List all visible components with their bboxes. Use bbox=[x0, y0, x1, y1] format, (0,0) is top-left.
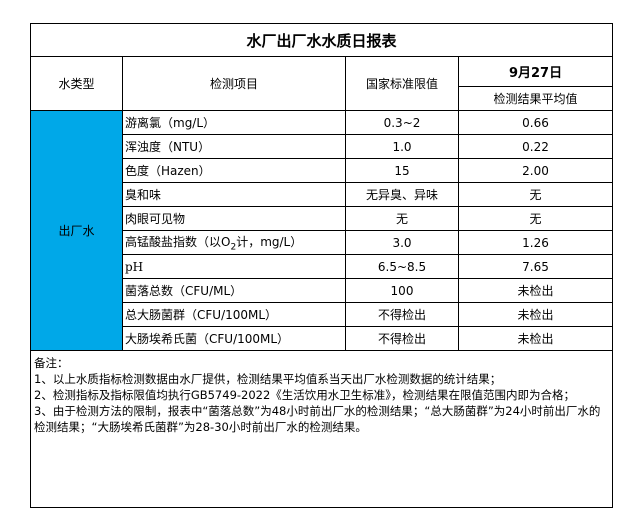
standard-cell: 无异臭、异味 bbox=[345, 182, 459, 207]
item-subscript: 2 bbox=[230, 242, 237, 253]
table-row: 色度（Hazen） 15 2.00 bbox=[31, 158, 614, 183]
table-row: 臭和味 无异臭、异味 无 bbox=[31, 182, 614, 207]
result-cell: 7.65 bbox=[457, 254, 614, 279]
note-line: 1、以上水质指标检测数据由水厂提供，检测结果平均值系当天出厂水检测数据的统计结果… bbox=[34, 372, 502, 386]
header-result: 检测结果平均值 bbox=[457, 86, 614, 111]
item-cell: 浑浊度（NTU） bbox=[122, 134, 346, 159]
table-row: 大肠埃希氏菌（CFU/100ML） 不得检出 未检出 bbox=[31, 326, 614, 351]
item-cell: 菌落总数（CFU/ML） bbox=[122, 278, 346, 303]
standard-cell: 不得检出 bbox=[345, 326, 459, 351]
item-cell: 游离氯（mg/L） bbox=[122, 110, 346, 135]
item-cell: 臭和味 bbox=[122, 182, 346, 207]
table-row: pH 6.5~8.5 7.65 bbox=[31, 254, 614, 279]
result-cell: 无 bbox=[457, 182, 614, 207]
item-cell: 肉眼可见物 bbox=[122, 206, 346, 231]
standard-cell: 15 bbox=[345, 158, 459, 183]
note-line: 3、由于检测方法的限制，报表中“菌落总数”为48小时前出厂水的检测结果；“总大肠… bbox=[34, 404, 601, 434]
table-row: 菌落总数（CFU/ML） 100 未检出 bbox=[31, 278, 614, 303]
result-cell: 未检出 bbox=[457, 326, 614, 351]
standard-cell: 3.0 bbox=[345, 230, 459, 255]
item-cell: 总大肠菌群（CFU/100ML） bbox=[122, 302, 346, 327]
item-text-pre: 高锰酸盐指数（以O bbox=[125, 234, 231, 249]
result-cell: 无 bbox=[457, 206, 614, 231]
header-water-type: 水类型 bbox=[30, 56, 123, 111]
standard-cell: 1.0 bbox=[345, 134, 459, 159]
notes-heading: 备注： bbox=[34, 356, 69, 370]
standard-cell: 0.3~2 bbox=[345, 110, 459, 135]
result-cell: 未检出 bbox=[457, 278, 614, 303]
table-row: 出厂水 游离氯（mg/L） 0.3~2 0.66 bbox=[30, 110, 614, 351]
item-cell: 高锰酸盐指数（以O2计，mg/L） bbox=[122, 230, 346, 255]
item-cell: pH bbox=[122, 254, 346, 279]
table-row: 浑浊度（NTU） 1.0 0.22 bbox=[31, 134, 614, 159]
item-cell: 色度（Hazen） bbox=[122, 158, 346, 183]
result-cell: 1.26 bbox=[457, 230, 614, 255]
notes-section: 备注： 1、以上水质指标检测数据由水厂提供，检测结果平均值系当天出厂水检测数据的… bbox=[29, 350, 614, 508]
result-cell: 0.22 bbox=[457, 134, 614, 159]
standard-cell: 无 bbox=[345, 206, 459, 231]
result-cell: 2.00 bbox=[457, 158, 614, 183]
table-row: 肉眼可见物 无 无 bbox=[31, 206, 614, 231]
water-quality-report-table: 水厂出厂水水质日报表 水类型 检测项目 国家标准限值 9月27日 检测结果平均值… bbox=[29, 23, 614, 508]
header-date: 9月27日 bbox=[457, 56, 614, 87]
header-item: 检测项目 bbox=[122, 56, 346, 111]
result-cell: 未检出 bbox=[457, 302, 614, 327]
standard-cell: 6.5~8.5 bbox=[345, 254, 459, 279]
report-title: 水厂出厂水水质日报表 bbox=[29, 23, 614, 57]
header-standard: 国家标准限值 bbox=[345, 56, 459, 111]
table-row: 高锰酸盐指数（以O2计，mg/L） 3.0 1.26 bbox=[31, 230, 614, 255]
water-type-cell: 出厂水 bbox=[30, 110, 123, 351]
standard-cell: 100 bbox=[345, 278, 459, 303]
standard-cell: 不得检出 bbox=[345, 302, 459, 327]
item-cell: 大肠埃希氏菌（CFU/100ML） bbox=[122, 326, 346, 351]
result-cell: 0.66 bbox=[457, 110, 614, 135]
note-line: 2、检测指标及指标限值均执行GB5749-2022《生活饮用水卫生标准》，检测结… bbox=[34, 388, 576, 402]
item-text-post: 计，mg/L） bbox=[236, 234, 303, 249]
